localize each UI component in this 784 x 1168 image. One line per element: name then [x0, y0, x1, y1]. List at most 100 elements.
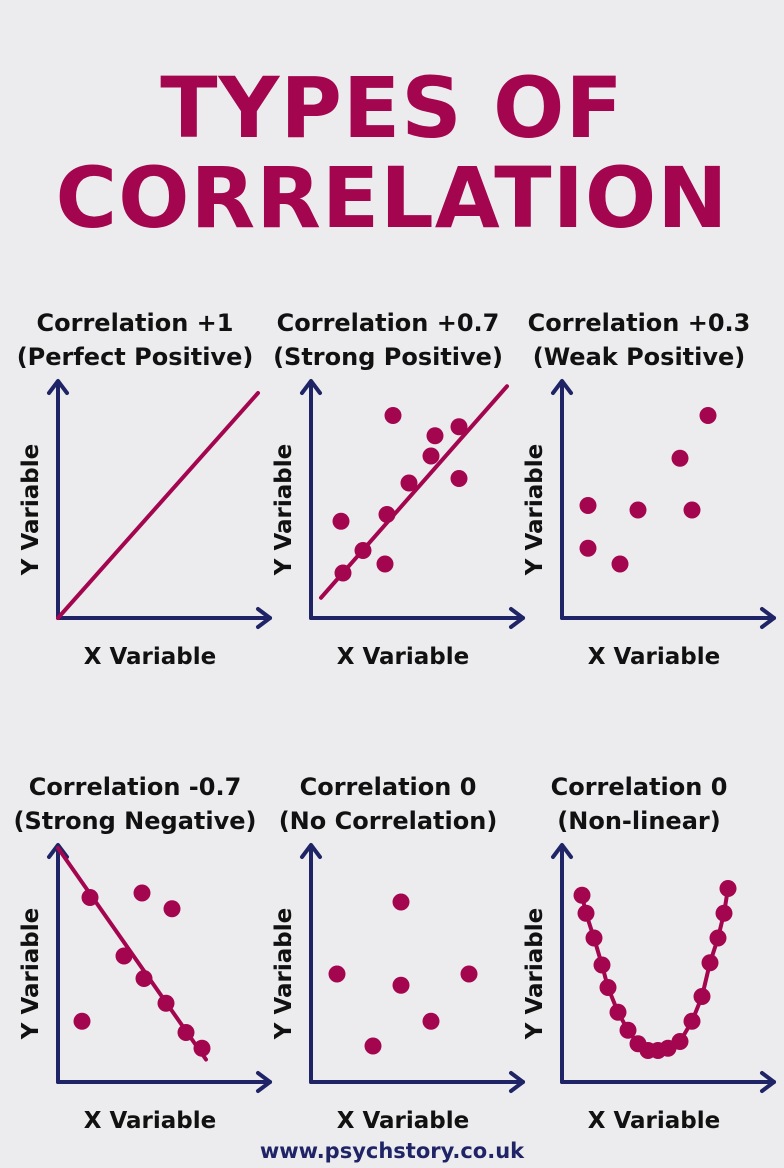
chart-subtitle: (Strong Negative) — [13, 807, 257, 835]
y-axis-arrow — [300, 843, 322, 859]
data-point — [334, 564, 352, 582]
data-point — [599, 979, 617, 996]
data-point — [392, 976, 410, 994]
chart-heading: Correlation -0.7 (Strong Negative) — [4, 770, 266, 838]
data-point — [376, 555, 394, 573]
chart-subtitle: (Non-linear) — [557, 807, 721, 835]
chart-title: Correlation +1 — [36, 309, 234, 337]
x-axis-label: X Variable — [337, 1108, 470, 1134]
chart-non-linear: X Variable Y Variable — [522, 843, 776, 1134]
data-point — [332, 512, 350, 530]
x-axis-arrow — [509, 1071, 525, 1093]
y-axis-label: Y Variable — [522, 444, 548, 576]
chart-panel-weak-positive: Correlation +0.3 (Weak Positive) X Varia… — [508, 306, 776, 686]
y-axis-label: Y Variable — [271, 908, 297, 1040]
chart-subtitle: (Weak Positive) — [532, 343, 746, 371]
data-point — [671, 449, 689, 467]
x-axis-arrow — [256, 1071, 272, 1093]
data-point — [593, 956, 611, 974]
y-axis-label: Y Variable — [18, 444, 44, 576]
data-point — [579, 497, 597, 514]
data-point — [629, 501, 647, 519]
data-point — [177, 1024, 195, 1041]
x-axis-arrow — [760, 1071, 776, 1093]
chart-title: Correlation +0.7 — [276, 309, 500, 337]
data-point — [133, 884, 151, 902]
data-point — [81, 889, 99, 906]
data-point — [619, 1021, 637, 1039]
data-point — [450, 470, 468, 487]
trend-line — [319, 384, 509, 600]
data-point — [699, 407, 717, 424]
data-point — [135, 970, 153, 987]
website-url: www.psychstory.co.uk — [259, 1139, 525, 1163]
chart-subtitle: (Strong Positive) — [273, 343, 503, 371]
chart-title: Correlation +0.3 — [527, 309, 751, 337]
chart-title: Correlation 0 — [550, 773, 728, 801]
data-point — [460, 965, 478, 983]
data-point — [354, 542, 372, 559]
chart-title: Correlation 0 — [299, 773, 477, 801]
x-axis-label: X Variable — [84, 1108, 217, 1134]
y-axis-arrow — [47, 379, 69, 395]
chart-heading: Correlation 0 (Non-linear) — [508, 770, 770, 838]
data-point — [577, 904, 595, 922]
data-point — [715, 904, 733, 922]
chart-panel-no-correlation: Correlation 0 (No Correlation) X Variabl… — [257, 770, 525, 1150]
chart-subtitle: (Perfect Positive) — [16, 343, 254, 371]
chart-panel-strong-negative: Correlation -0.7 (Strong Negative) X Var… — [4, 770, 272, 1150]
data-point — [585, 929, 603, 947]
chart-strong-positive: X Variable Y Variable — [271, 379, 525, 670]
data-point — [683, 501, 701, 519]
data-point — [73, 1012, 91, 1030]
data-point — [157, 994, 175, 1012]
data-point — [378, 506, 396, 523]
x-axis-arrow — [760, 607, 776, 629]
chart-heading: Correlation 0 (No Correlation) — [257, 770, 519, 838]
y-axis-arrow — [300, 379, 322, 395]
chart-weak-positive: X Variable Y Variable — [522, 379, 776, 670]
chart-panel-perfect-positive: Correlation +1 (Perfect Positive) X Vari… — [4, 306, 272, 686]
data-point — [611, 555, 629, 573]
chart-subtitle: (No Correlation) — [278, 807, 498, 835]
y-axis-arrow — [551, 843, 573, 859]
page-title-line-1: TYPES OF — [160, 59, 624, 157]
trend-line — [56, 391, 260, 620]
x-axis-label: X Variable — [337, 644, 470, 670]
data-point — [671, 1033, 689, 1050]
data-point — [392, 893, 410, 911]
chart-panel-strong-positive: Correlation +0.7 (Strong Positive) X Var… — [257, 306, 525, 686]
data-point — [384, 407, 402, 424]
x-axis-arrow — [509, 607, 525, 629]
data-point — [579, 539, 597, 557]
x-axis-label: X Variable — [588, 644, 721, 670]
y-axis-arrow — [47, 843, 69, 859]
data-point — [609, 1003, 627, 1021]
y-axis-label: Y Variable — [271, 444, 297, 576]
data-point — [701, 954, 719, 972]
data-point — [573, 886, 591, 904]
data-point — [400, 474, 418, 492]
x-axis-arrow — [256, 607, 272, 629]
data-point — [328, 965, 346, 983]
chart-heading: Correlation +0.3 (Weak Positive) — [508, 306, 770, 374]
data-point — [450, 418, 468, 436]
y-axis-label: Y Variable — [18, 908, 44, 1040]
data-point — [193, 1039, 211, 1057]
chart-title: Correlation -0.7 — [28, 773, 242, 801]
data-point — [422, 1012, 440, 1030]
data-point — [163, 900, 181, 918]
x-axis-label: X Variable — [588, 1108, 721, 1134]
data-point — [422, 447, 440, 465]
chart-heading: Correlation +1 (Perfect Positive) — [4, 306, 266, 374]
data-point — [709, 929, 727, 947]
data-point — [693, 988, 711, 1005]
y-axis-arrow — [551, 379, 573, 395]
data-point — [426, 427, 444, 445]
data-point — [719, 880, 737, 897]
chart-heading: Correlation +0.7 (Strong Positive) — [257, 306, 519, 374]
data-point — [115, 947, 133, 965]
chart-perfect-positive: X Variable Y Variable — [18, 379, 272, 670]
chart-strong-negative: X Variable Y Variable — [18, 843, 272, 1134]
